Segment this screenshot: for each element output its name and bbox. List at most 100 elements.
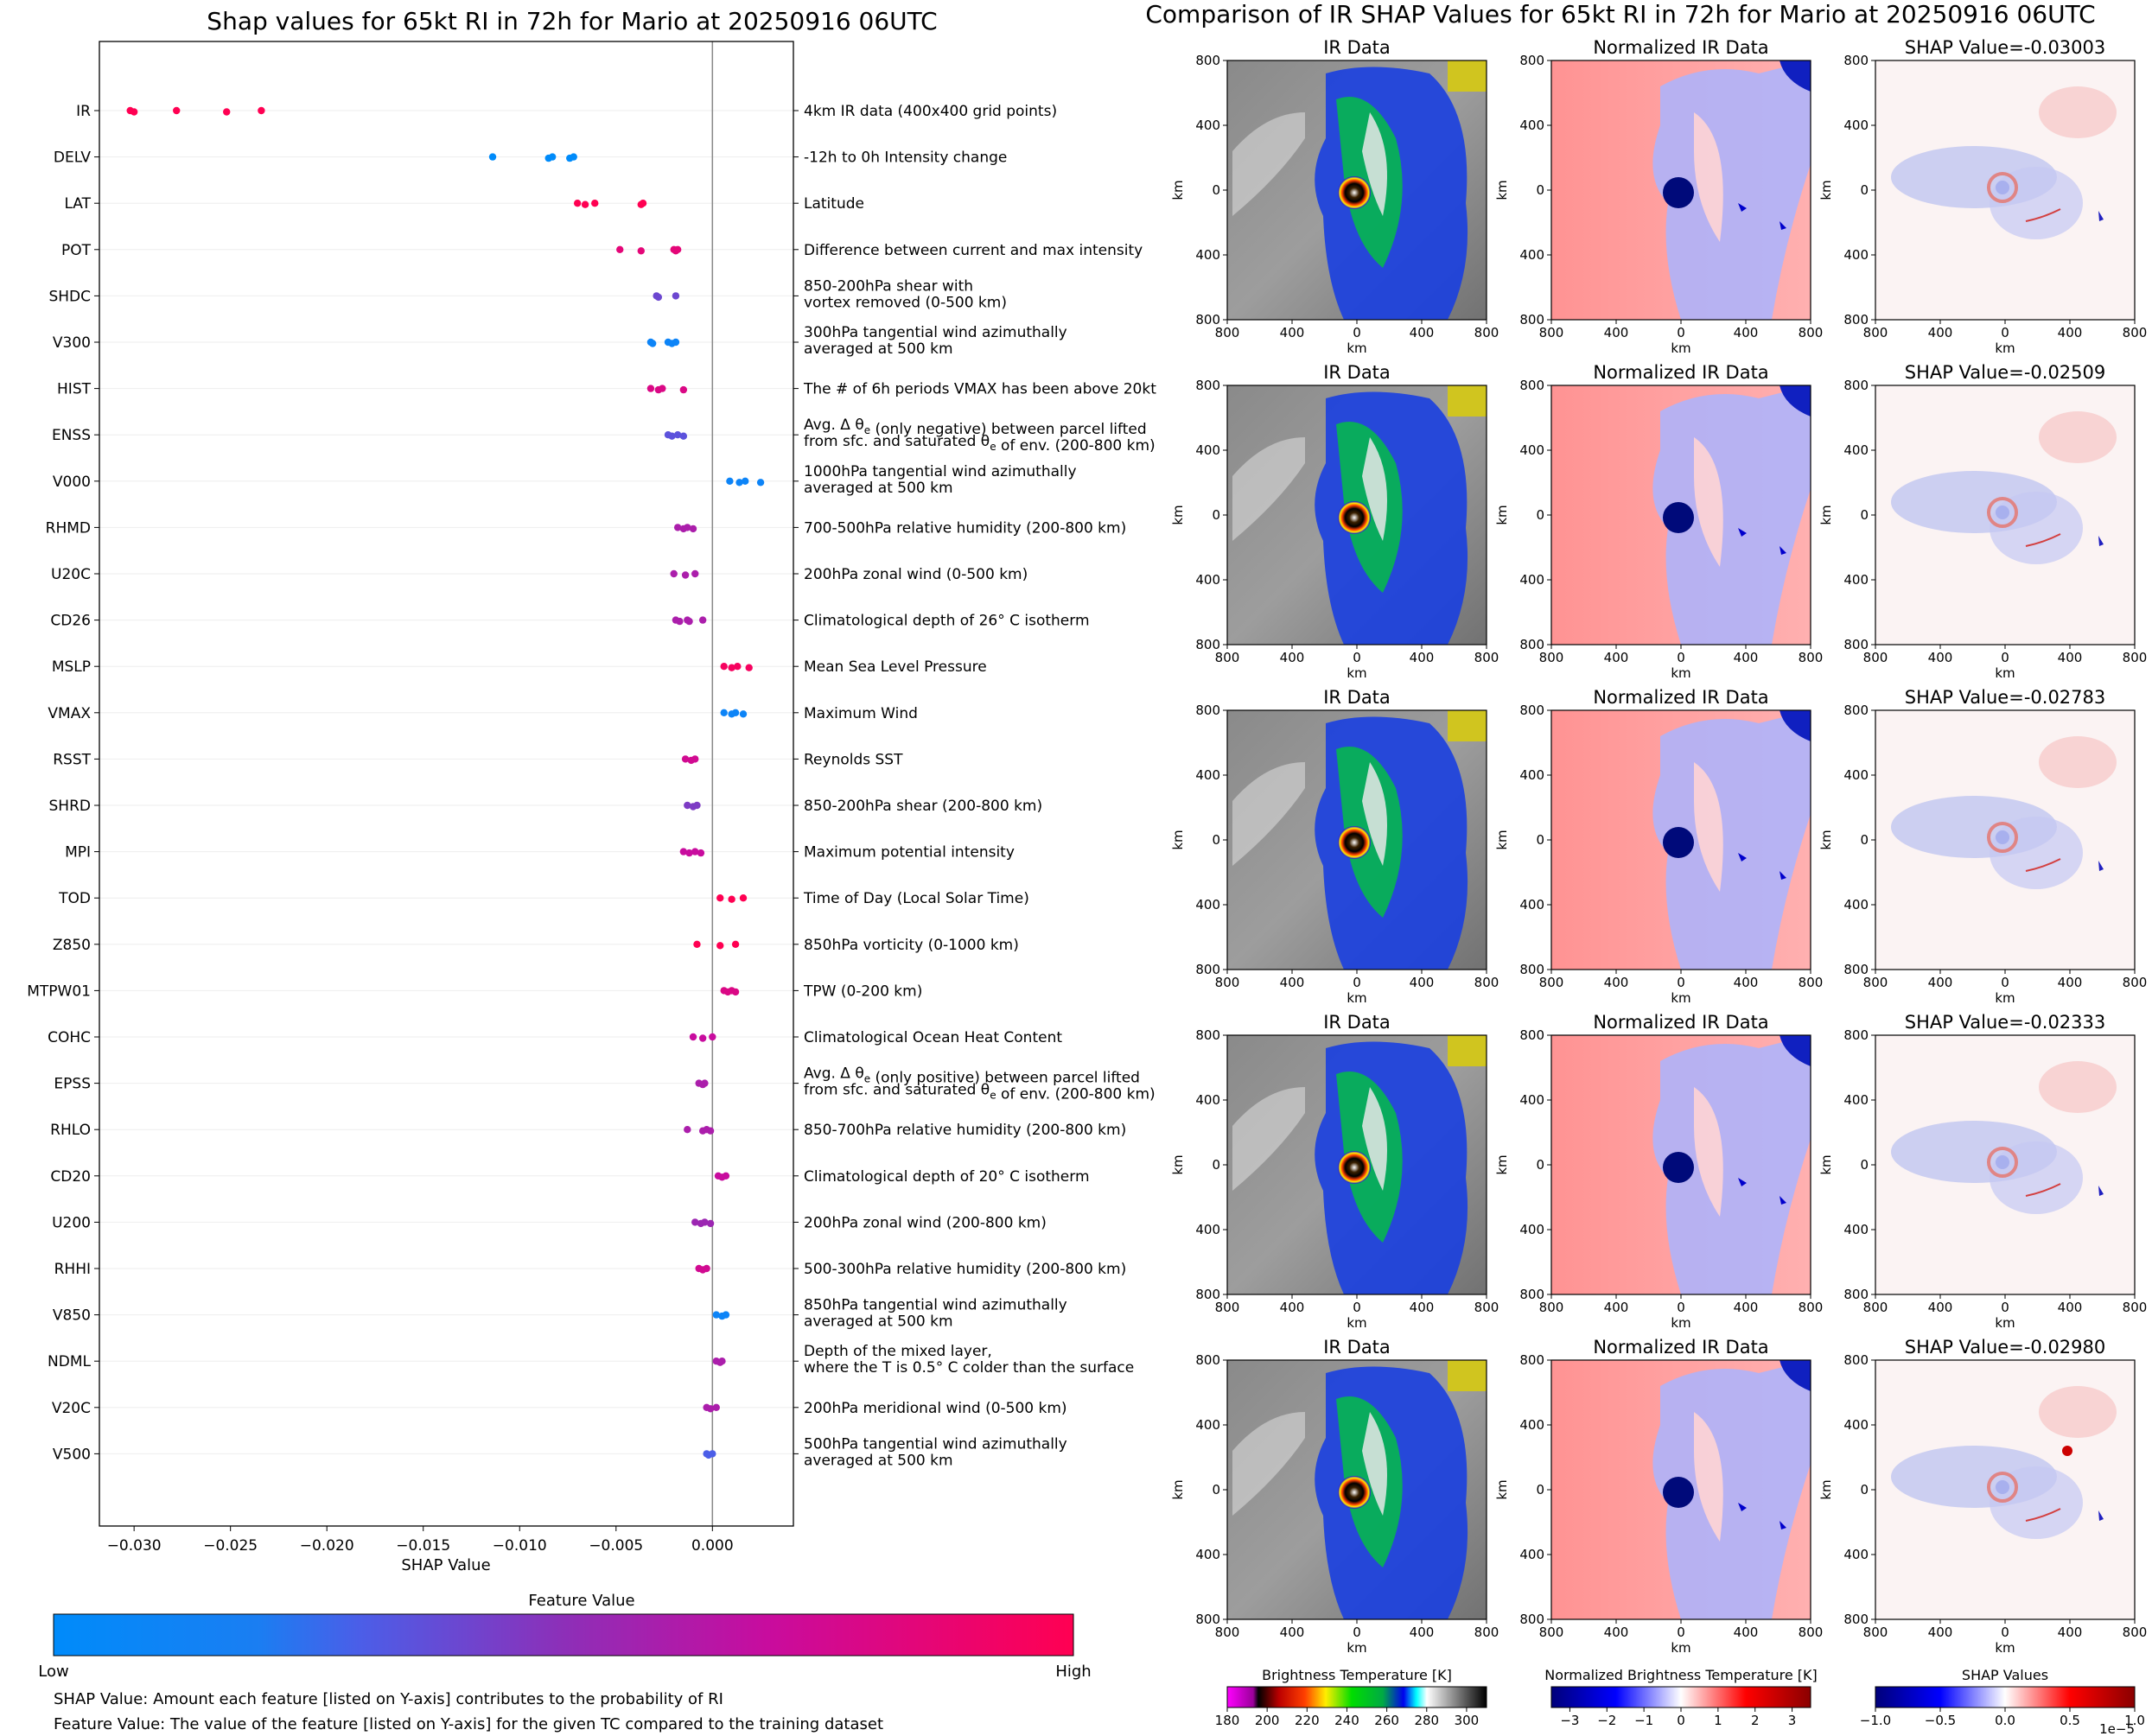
map-x-tick-label: 400	[1604, 650, 1629, 665]
shap-point	[616, 245, 624, 253]
map-y-tick-label: 800	[1843, 1612, 1869, 1627]
norm-eye	[1663, 502, 1694, 533]
shap-point	[706, 1405, 715, 1413]
map-panel-title: SHAP Value=-0.02333	[1905, 1012, 2106, 1033]
map-y-label: km	[1170, 1479, 1186, 1499]
norm-warm-band	[1694, 437, 1723, 567]
feature-name: SHRD	[49, 798, 91, 815]
shap-grid	[99, 110, 793, 1454]
shap-point	[681, 755, 690, 763]
map-x-tick-label: 800	[1799, 325, 1824, 340]
map-x-label: km	[1671, 1640, 1690, 1656]
map-y-tick-label: 800	[1519, 637, 1544, 652]
map-x-tick-label: 800	[1539, 1625, 1564, 1640]
shap-eye-core	[1996, 1480, 2009, 1494]
map-x-label: km	[1347, 1640, 1366, 1656]
map-x-tick-label: 0	[1677, 650, 1685, 665]
map-x-label: km	[1347, 1315, 1366, 1331]
feature-row-enss: ENSS Avg. Δ θe (only negative) between pa…	[52, 417, 1156, 455]
map-y-tick-label: 0	[1212, 507, 1220, 523]
map-y-tick-label: 800	[1195, 1027, 1220, 1043]
map-x-tick-label: 400	[1410, 1625, 1435, 1640]
map-x-tick-label: 800	[1799, 1300, 1824, 1315]
map-x-tick-label: 400	[2058, 975, 2083, 990]
shap-negative-core	[1990, 817, 2083, 889]
normalized-colorbar	[1550, 1686, 1811, 1708]
map-x-tick-label: 0	[1677, 975, 1685, 990]
feature-row-epss: EPSS Avg. Δ θe (only positive) between pa…	[54, 1065, 1155, 1103]
shap-positive-band	[2039, 736, 2117, 788]
feature-description: 500hPa tangential wind azimuthally	[804, 1435, 1067, 1453]
map-y-tick-label: 0	[1860, 1482, 1869, 1498]
shap-eye-ring	[1987, 497, 2018, 528]
map-x-label: km	[1347, 990, 1366, 1006]
map-x-tick-label: 400	[1734, 975, 1759, 990]
shap-point	[722, 1311, 730, 1319]
shap-colorbar-multiplier: 1e−5	[2099, 1721, 2135, 1736]
shap-point	[648, 340, 657, 347]
map-x-tick-label: 800	[1474, 650, 1499, 665]
feature-name: CD20	[50, 1168, 91, 1186]
shap-point	[728, 664, 735, 671]
feature-description: 200hPa zonal wind (200-800 km)	[804, 1214, 1047, 1231]
shap-blue-spot	[2098, 1186, 2104, 1196]
map-panel-title: SHAP Value=-0.02509	[1905, 362, 2106, 383]
map-x-tick-label: 800	[1799, 975, 1824, 990]
shap-point	[679, 848, 688, 855]
map-y-tick-label: 400	[1195, 1547, 1220, 1562]
map-x-tick-label: 800	[1215, 1625, 1240, 1640]
map-y-tick-label: 400	[1843, 1547, 1869, 1562]
ir-eye	[1338, 826, 1371, 859]
feature-row-z850: Z850 850hPa vorticity (0-1000 km)	[53, 937, 1019, 954]
map-y-tick-label: 800	[1195, 637, 1220, 652]
map-y-tick-label: 0	[1536, 1482, 1544, 1498]
map-x-tick-label: 400	[1604, 1625, 1629, 1640]
shap-point	[668, 432, 676, 440]
shap-values-colorbar-title: SHAP Values	[1962, 1667, 2048, 1683]
feature-description: 200hPa zonal wind (0-500 km)	[804, 566, 1028, 583]
norm-eye	[1663, 1477, 1694, 1508]
map-y-tick-label: 800	[1519, 1352, 1544, 1368]
map-x-tick-label: 0	[1353, 975, 1361, 990]
ir-cloud-grey	[1232, 1412, 1305, 1516]
map-y-tick-label: 800	[1843, 53, 1869, 68]
shap-point	[672, 292, 680, 300]
norm-cold-corner	[1780, 1035, 1811, 1066]
feature-name: SHDC	[48, 288, 91, 305]
brightness-colorbar-group: Brightness Temperature [K] 180 200 220 240 2…	[1215, 1667, 1487, 1728]
map-y-label: km	[1170, 1154, 1186, 1174]
normalized-colorbar-ticks: −3 −2 −1 0 1 2 3	[1560, 1707, 1796, 1728]
map-x-tick-label: 800	[1863, 650, 1888, 665]
map-x-tick-label: 400	[2058, 1625, 2083, 1640]
feature-name: CD26	[50, 613, 91, 630]
feature-row-lat: LAT Latitude	[64, 195, 864, 213]
norm-cold-corner	[1780, 60, 1811, 92]
colorbar-tick-label: 1.0	[2124, 1713, 2145, 1728]
feature-description: Avg. Δ θe (only negative) between parcel…	[804, 417, 1147, 438]
feature-description: 1000hPa tangential wind azimuthally	[804, 463, 1077, 480]
map-y-label: km	[1818, 1479, 1834, 1499]
feature-row-vmax: VMAX Maximum Wind	[48, 705, 917, 722]
feature-name: V300	[53, 334, 91, 352]
map-x-tick-label: 400	[1928, 650, 1953, 665]
feature-row-cd26: CD26 Climatological depth of 26° C isothe…	[50, 613, 1089, 630]
map-x-tick-label: 400	[1410, 650, 1435, 665]
shap-point	[734, 663, 742, 671]
shap-point	[258, 106, 265, 115]
feature-colorbar-low: Low	[38, 1663, 68, 1681]
map-y-tick-label: 400	[1195, 897, 1220, 913]
feature-name: IR	[76, 103, 91, 120]
feature-description: -12h to 0h Intensity change	[804, 149, 1007, 167]
shap-negative-core	[1990, 492, 2083, 564]
map-y-tick-label: 800	[1195, 1352, 1220, 1368]
feature-name: LAT	[64, 195, 91, 213]
ir-cloud-grey	[1232, 762, 1305, 866]
feature-description: Difference between current and max inten…	[804, 242, 1143, 259]
map-x-tick-label: 800	[1863, 325, 1888, 340]
map-y-tick-label: 400	[1519, 118, 1544, 133]
map-y-tick-label: 0	[1860, 182, 1869, 198]
map-x-label: km	[1995, 990, 2015, 1006]
shap-point	[739, 710, 748, 718]
norm-cold-corner	[1780, 1360, 1811, 1391]
